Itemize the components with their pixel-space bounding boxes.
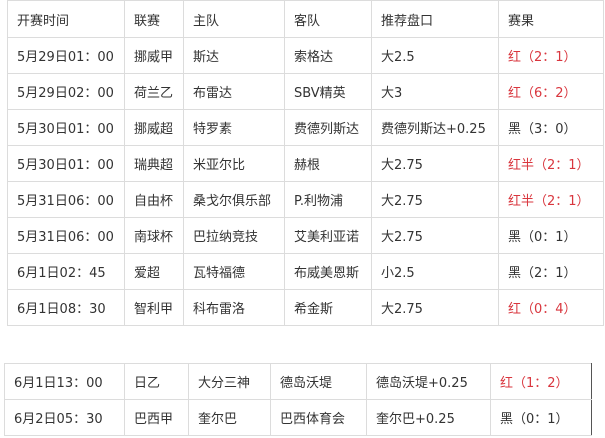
cell-league: 智利甲 [124, 289, 184, 326]
table-row: 6月1日02：45 爱超 瓦特福德 布威美恩斯 小2.5 黑（2：1） [7, 253, 604, 290]
cell-league: 自由杯 [124, 181, 184, 218]
cell-time: 5月29日01：00 [7, 37, 125, 74]
cell-league: 巴西甲 [124, 399, 189, 436]
cell-away: 巴西体育会 [270, 399, 367, 436]
cell-away: 希金斯 [284, 289, 372, 326]
column-header: 推荐盘口 [371, 0, 499, 38]
cell-result: 红（1：2） [490, 363, 592, 400]
table-row: 6月1日13：00 日乙 大分三神 德岛沃堤 德岛沃堤+0.25 红（1：2） [4, 363, 592, 400]
cell-tip: 大2.75 [371, 217, 499, 254]
cell-away: 赫根 [284, 145, 372, 182]
cell-time: 5月29日02：00 [7, 73, 125, 110]
column-header: 开赛时间 [7, 0, 125, 38]
cell-tip: 大2.75 [371, 181, 499, 218]
match-table-2: 6月1日13：00 日乙 大分三神 德岛沃堤 德岛沃堤+0.25 红（1：2） 6月2日05… [4, 363, 592, 436]
cell-league: 挪威超 [124, 109, 184, 146]
cell-league: 南球杯 [124, 217, 184, 254]
column-header: 客队 [284, 0, 372, 38]
cell-result: 红半（2：1） [498, 181, 604, 218]
header-row: 开赛时间 联赛 主队 客队 推荐盘口 赛果 [7, 0, 604, 38]
cell-league: 荷兰乙 [124, 73, 184, 110]
cell-time: 6月1日08：30 [7, 289, 125, 326]
cell-league: 瑞典超 [124, 145, 184, 182]
cell-time: 6月2日05：30 [4, 399, 125, 436]
cell-league: 爱超 [124, 253, 184, 290]
column-header: 主队 [183, 0, 285, 38]
cell-home: 桑戈尔俱乐部 [183, 181, 285, 218]
table-row: 5月31日06：00 自由杯 桑戈尔俱乐部 P.利物浦 大2.75 红半（2：1） [7, 181, 604, 218]
cell-away: P.利物浦 [284, 181, 372, 218]
cell-home: 米亚尔比 [183, 145, 285, 182]
cell-tip: 大3 [371, 73, 499, 110]
cell-tip: 小2.5 [371, 253, 499, 290]
cell-home: 大分三神 [188, 363, 271, 400]
cell-home: 布雷达 [183, 73, 285, 110]
cell-tip: 大2.5 [371, 37, 499, 74]
cell-time: 5月30日01：00 [7, 109, 125, 146]
cell-result: 黑（0：1） [490, 399, 592, 436]
cell-result: 红半（2：1） [498, 145, 604, 182]
cell-tip: 奎尔巴+0.25 [366, 399, 491, 436]
cell-away: 艾美利亚诺 [284, 217, 372, 254]
cell-home: 特罗素 [183, 109, 285, 146]
cell-away: 德岛沃堤 [270, 363, 367, 400]
column-header: 联赛 [124, 0, 184, 38]
cell-result: 黑（3：0） [498, 109, 604, 146]
cell-time: 5月30日01：00 [7, 145, 125, 182]
cell-result: 黑（2：1） [498, 253, 604, 290]
table-row: 6月2日05：30 巴西甲 奎尔巴 巴西体育会 奎尔巴+0.25 黑（0：1） [4, 399, 592, 436]
table-row: 5月31日06：00 南球杯 巴拉纳竞技 艾美利亚诺 大2.75 黑（0：1） [7, 217, 604, 254]
cell-league: 日乙 [124, 363, 189, 400]
cell-tip: 德岛沃堤+0.25 [366, 363, 491, 400]
cell-home: 巴拉纳竞技 [183, 217, 285, 254]
cell-result: 红（2：1） [498, 37, 604, 74]
table-row: 5月29日02：00 荷兰乙 布雷达 SBV精英 大3 红（6：2） [7, 73, 604, 110]
cell-time: 6月1日13：00 [4, 363, 125, 400]
cell-tip: 大2.75 [371, 145, 499, 182]
cell-time: 5月31日06：00 [7, 181, 125, 218]
cell-home: 瓦特福德 [183, 253, 285, 290]
cell-away: 布威美恩斯 [284, 253, 372, 290]
column-header: 赛果 [498, 0, 604, 38]
table-row: 5月30日01：00 挪威超 特罗素 费德列斯达 费德列斯达+0.25 黑（3：0） [7, 109, 604, 146]
cell-home: 奎尔巴 [188, 399, 271, 436]
cell-result: 黑（0：1） [498, 217, 604, 254]
cell-home: 斯达 [183, 37, 285, 74]
cell-time: 6月1日02：45 [7, 253, 125, 290]
cell-away: 索格达 [284, 37, 372, 74]
match-table-1: 开赛时间 联赛 主队 客队 推荐盘口 赛果 5月29日01：00 挪威甲 斯达 索格达 大2.5 红（… [7, 0, 604, 326]
cell-away: SBV精英 [284, 73, 372, 110]
cell-tip: 大2.75 [371, 289, 499, 326]
cell-tip: 费德列斯达+0.25 [371, 109, 499, 146]
cell-league: 挪威甲 [124, 37, 184, 74]
table-row: 5月30日01：00 瑞典超 米亚尔比 赫根 大2.75 红半（2：1） [7, 145, 604, 182]
cell-away: 费德列斯达 [284, 109, 372, 146]
cell-time: 5月31日06：00 [7, 217, 125, 254]
cell-result: 红（6：2） [498, 73, 604, 110]
table-row: 6月1日08：30 智利甲 科布雷洛 希金斯 大2.75 红（0：4） [7, 289, 604, 326]
cell-home: 科布雷洛 [183, 289, 285, 326]
table-row: 5月29日01：00 挪威甲 斯达 索格达 大2.5 红（2：1） [7, 37, 604, 74]
cell-result: 红（0：4） [498, 289, 604, 326]
